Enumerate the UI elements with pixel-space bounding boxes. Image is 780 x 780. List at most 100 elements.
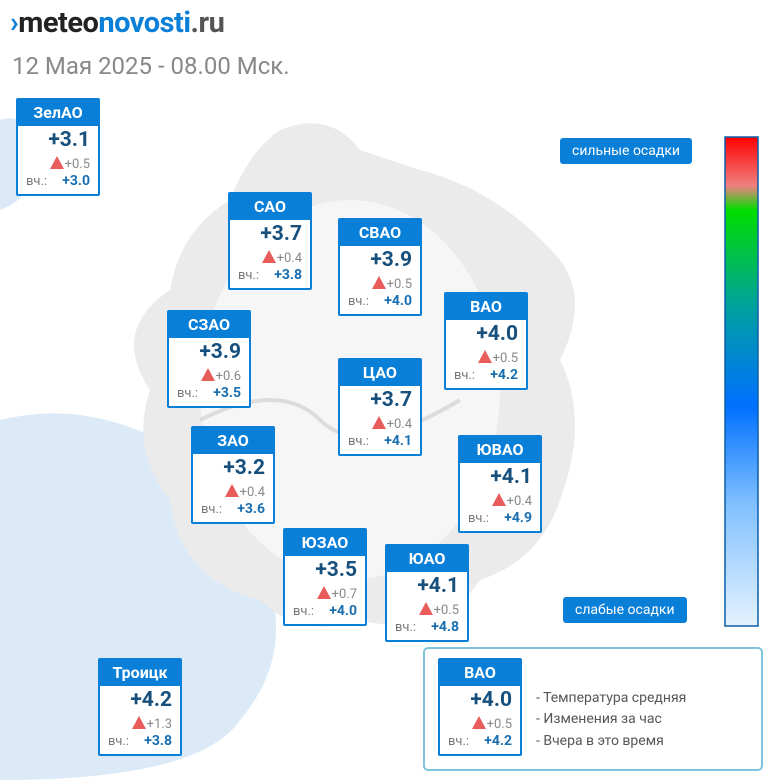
hourly-change: +0.6 bbox=[200, 368, 241, 384]
temperature: +3.2 bbox=[223, 456, 265, 480]
hourly-change: +0.5 bbox=[49, 156, 90, 172]
yesterday-label: вч.: bbox=[177, 386, 199, 401]
up-arrow bbox=[49, 156, 64, 169]
scale-top-label: сильные осадки bbox=[560, 138, 692, 164]
legend-line: - Температура средняя bbox=[536, 690, 687, 706]
yesterday-value: +3.0 bbox=[62, 173, 90, 189]
yesterday-label: вч.: bbox=[395, 620, 417, 635]
logo: ›meteonovosti.ru bbox=[10, 6, 225, 40]
district-card: САО +3.7 +0.4 вч.: +3.8 bbox=[228, 192, 312, 290]
hourly-change: +0.7 bbox=[316, 586, 357, 602]
change-value: +0.5 bbox=[492, 351, 518, 366]
temperature: +4.1 bbox=[490, 465, 532, 489]
change-value: +0.7 bbox=[331, 587, 357, 602]
district-name: ЮАО bbox=[387, 546, 467, 572]
yesterday-label: вч.: bbox=[454, 368, 476, 383]
up-arrow bbox=[477, 350, 492, 363]
temperature: +3.7 bbox=[260, 222, 302, 246]
change-value: +0.5 bbox=[64, 157, 90, 172]
yesterday-label: вч.: bbox=[108, 734, 130, 749]
yesterday-value: +4.1 bbox=[384, 433, 412, 449]
yesterday-value: +4.8 bbox=[431, 619, 459, 635]
district-card: ВАО +4.0 +0.5 вч.: +4.2 bbox=[444, 292, 528, 390]
temperature: +4.2 bbox=[130, 688, 172, 712]
yesterday-label: вч.: bbox=[468, 511, 490, 526]
hourly-change: +1.3 bbox=[131, 716, 172, 732]
up-arrow bbox=[418, 602, 433, 615]
yesterday-label: вч.: bbox=[348, 434, 370, 449]
up-arrow bbox=[371, 416, 386, 429]
district-name: ВАО bbox=[446, 294, 526, 320]
logo-part: novosti bbox=[98, 6, 191, 40]
district-name: ЮВАО bbox=[460, 437, 540, 463]
change-value: +0.4 bbox=[506, 494, 532, 509]
hourly-change: +0.5 bbox=[477, 350, 518, 366]
logo-part: .ru bbox=[190, 6, 225, 40]
yesterday-value: +4.9 bbox=[504, 510, 532, 526]
temperature: +4.1 bbox=[417, 574, 459, 598]
yesterday-value: +4.2 bbox=[490, 367, 518, 383]
change-value: +0.4 bbox=[386, 417, 412, 432]
yesterday-label: вч.: bbox=[238, 268, 260, 283]
up-arrow bbox=[371, 276, 386, 289]
district-card: ЗелАО +3.1 +0.5 вч.: +3.0 bbox=[16, 98, 100, 196]
change-value: +0.5 bbox=[386, 277, 412, 292]
temperature: +3.1 bbox=[48, 128, 90, 152]
yesterday-label: вч.: bbox=[293, 604, 315, 619]
up-arrow bbox=[131, 716, 146, 729]
hourly-change: +0.5 bbox=[418, 602, 459, 618]
district-name: ЗАО bbox=[193, 428, 273, 454]
legend-line: - Изменения за час bbox=[536, 711, 662, 727]
district-card: СВАО +3.9 +0.5 вч.: +4.0 bbox=[338, 218, 422, 316]
district-name: СВАО bbox=[340, 220, 420, 246]
yesterday-value: +3.6 bbox=[237, 501, 265, 517]
temperature: +3.9 bbox=[370, 248, 412, 272]
district-card: ЮЗАО +3.5 +0.7 вч.: +4.0 bbox=[283, 528, 367, 626]
change-value: +0.4 bbox=[239, 485, 265, 500]
change-value: +0.6 bbox=[215, 369, 241, 384]
hourly-change: +0.5 bbox=[371, 276, 412, 292]
temperature: +3.5 bbox=[315, 558, 357, 582]
change-value: +0.5 bbox=[433, 603, 459, 618]
district-name: СЗАО bbox=[169, 312, 249, 338]
yesterday-label: вч.: bbox=[348, 294, 370, 309]
temperature: +4.0 bbox=[476, 322, 518, 346]
yesterday-value: +3.5 bbox=[213, 385, 241, 401]
hourly-change: +0.4 bbox=[224, 484, 265, 500]
district-name: ЦАО bbox=[340, 360, 420, 386]
up-arrow bbox=[316, 586, 331, 599]
up-arrow bbox=[200, 368, 215, 381]
yesterday-value: +3.8 bbox=[144, 733, 172, 749]
yesterday-label: вч.: bbox=[26, 174, 48, 189]
yesterday-value: +3.8 bbox=[274, 267, 302, 283]
precip-area bbox=[0, 413, 276, 780]
up-arrow bbox=[261, 250, 276, 263]
change-value: +1.3 bbox=[146, 717, 172, 732]
logo-part: meteo bbox=[18, 6, 99, 40]
yesterday-label: вч.: bbox=[448, 734, 470, 749]
hourly-change: +0.5 bbox=[471, 716, 512, 732]
district-name: ЗелАО bbox=[18, 100, 98, 126]
district-card: ВАО +4.0 +0.5 вч.: +4.2 bbox=[438, 658, 522, 756]
hourly-change: +0.4 bbox=[371, 416, 412, 432]
date: 12 Мая 2025 - 08.00 Мск. bbox=[12, 52, 290, 80]
yesterday-value: +4.2 bbox=[484, 733, 512, 749]
yesterday-value: +4.0 bbox=[384, 293, 412, 309]
up-arrow bbox=[224, 484, 239, 497]
temperature: +4.0 bbox=[470, 688, 512, 712]
district-name: ЮЗАО bbox=[285, 530, 365, 556]
up-arrow bbox=[491, 493, 506, 506]
district-card: ЮВАО +4.1 +0.4 вч.: +4.9 bbox=[458, 435, 542, 533]
yesterday-label: вч.: bbox=[201, 502, 223, 517]
hourly-change: +0.4 bbox=[491, 493, 532, 509]
up-arrow bbox=[471, 716, 486, 729]
precip-scale bbox=[724, 136, 759, 627]
hourly-change: +0.4 bbox=[261, 250, 302, 266]
district-card: ЮАО +4.1 +0.5 вч.: +4.8 bbox=[385, 544, 469, 642]
temperature: +3.7 bbox=[370, 388, 412, 412]
scale-bottom-label: слабые осадки bbox=[563, 597, 687, 623]
yesterday-value: +4.0 bbox=[329, 603, 357, 619]
district-card: ЦАО +3.7 +0.4 вч.: +4.1 bbox=[338, 358, 422, 456]
district-name: САО bbox=[230, 194, 310, 220]
